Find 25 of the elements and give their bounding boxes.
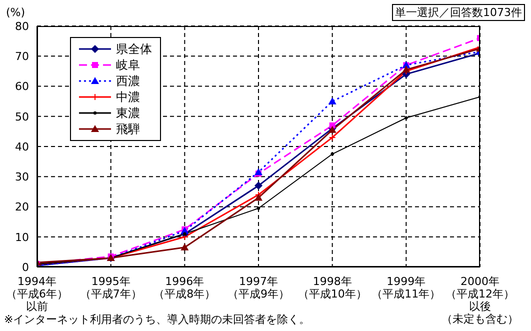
y-tick-label: 0 <box>22 260 29 274</box>
y-tick-label: 10 <box>15 230 29 244</box>
legend-label: 中濃 <box>116 88 140 106</box>
y-tick-label: 70 <box>15 50 29 64</box>
x-tick-label: 1996年（平成8年） <box>154 275 216 300</box>
y-tick-label: 40 <box>15 140 29 154</box>
legend-label: 飛騨 <box>116 120 140 138</box>
legend-label: 県全体 <box>116 40 152 58</box>
legend-label: 西濃 <box>116 72 140 90</box>
y-tick-label: 60 <box>15 80 29 94</box>
x-tick-label: 1999年（平成11年） <box>372 275 441 300</box>
y-tick-label: 30 <box>15 170 29 184</box>
text: ※インターネット利用者のうち、導入時期の未回答者を除く。 <box>4 312 310 327</box>
x-tick-label: 1998年（平成10年） <box>298 275 367 300</box>
legend-label: 岐阜 <box>116 56 140 74</box>
x-tick-label: 1995年（平成7年） <box>80 275 142 300</box>
y-tick-label: 80 <box>15 20 29 33</box>
x-tick-label: 1994年（平成6年）以前 <box>6 275 68 313</box>
text: 単一選択／回答数1073件 <box>392 4 525 21</box>
y-tick-label: 50 <box>15 110 29 124</box>
y-tick-label: 20 <box>15 200 29 214</box>
y-axis-title: (%) <box>6 6 26 19</box>
x-tick-label: 1997年（平成9年） <box>228 275 290 300</box>
legend-label: 東濃 <box>116 104 140 122</box>
x-tick-label: 2000年（平成12年）以後（未定も含む） <box>442 275 518 326</box>
